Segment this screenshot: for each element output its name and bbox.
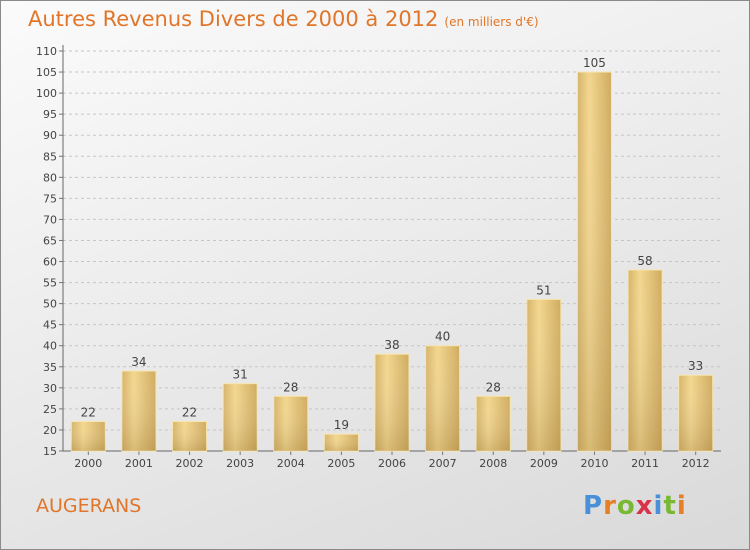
data-label: 40 xyxy=(435,330,450,344)
commune-name: AUGERANS xyxy=(36,495,142,517)
data-label: 28 xyxy=(486,380,501,394)
y-tick-labels: 15 20 25 30 35 40 45 50 55 60 65 70 75 80 85 90 95 100 105… xyxy=(36,45,57,458)
data-labels: 22 34 22 31 28 19 38 40 28 51 105 58 33 xyxy=(81,56,704,432)
logo-letter: r xyxy=(603,491,617,521)
x-tick-label: 2001 xyxy=(125,457,153,470)
chart-title: Autres Revenus Divers de 2000 à 2012 (en … xyxy=(28,7,539,31)
bar-shade xyxy=(71,421,106,451)
logo-letter: P xyxy=(583,491,604,521)
bar-shade xyxy=(425,345,460,451)
y-tick-label: 70 xyxy=(43,213,57,226)
bar-shade xyxy=(172,421,207,451)
bar-shade xyxy=(577,72,612,451)
y-tick-label: 20 xyxy=(43,424,57,437)
x-tick-label: 2003 xyxy=(226,457,254,470)
y-tick-label: 55 xyxy=(43,277,57,290)
x-tick-label: 2012 xyxy=(682,457,710,470)
bar-shade xyxy=(121,371,156,451)
y-tick-label: 105 xyxy=(36,66,57,79)
x-tick-label: 2007 xyxy=(429,457,457,470)
y-tick-label: 35 xyxy=(43,361,57,374)
x-tick-label: 2005 xyxy=(327,457,355,470)
proxiti-logo: Proxiti xyxy=(583,491,687,521)
y-tick-label: 100 xyxy=(36,87,57,100)
x-tick-label: 2004 xyxy=(277,457,305,470)
x-tick-label: 2002 xyxy=(176,457,204,470)
y-tick-label: 65 xyxy=(43,234,57,247)
data-label: 38 xyxy=(384,338,399,352)
title-text: Autres Revenus Divers de 2000 à 2012 xyxy=(28,7,439,31)
bar-shade xyxy=(526,299,561,451)
y-tick-label: 60 xyxy=(43,256,57,269)
y-tick-label: 90 xyxy=(43,129,57,142)
x-tick-label: 2009 xyxy=(530,457,558,470)
data-label: 58 xyxy=(637,254,652,268)
x-tick-label: 2000 xyxy=(74,457,102,470)
data-label: 19 xyxy=(334,418,349,432)
y-tick-label: 80 xyxy=(43,171,57,184)
logo-letter: t xyxy=(663,491,677,521)
bars xyxy=(70,71,714,452)
y-tick-label: 50 xyxy=(43,298,57,311)
data-label: 22 xyxy=(81,406,96,420)
y-tick-label: 85 xyxy=(43,150,57,163)
y-tick-label: 30 xyxy=(43,382,57,395)
y-tick-label: 45 xyxy=(43,319,57,332)
x-tick-labels: 2000 2001 2002 2003 2004 2005 2006 2007 2008 2009… xyxy=(74,457,709,470)
data-label: 34 xyxy=(131,355,146,369)
data-label: 22 xyxy=(182,406,197,420)
bar-shade xyxy=(375,354,409,451)
data-label: 51 xyxy=(536,283,551,297)
chart-subtitle: (en milliers d'€) xyxy=(444,15,539,29)
logo-letter: i xyxy=(676,491,687,521)
data-label: 31 xyxy=(233,368,248,382)
bar-shade xyxy=(223,383,258,451)
bar-shade xyxy=(628,269,663,451)
y-tick-label: 15 xyxy=(43,445,57,458)
y-tick-label: 25 xyxy=(43,403,57,416)
data-label: 28 xyxy=(283,380,298,394)
x-tick-label: 2008 xyxy=(479,457,507,470)
bar-shade xyxy=(678,375,713,451)
data-label: 33 xyxy=(688,359,703,373)
logo-letter: i xyxy=(653,491,664,521)
x-tick-label: 2006 xyxy=(378,457,406,470)
bar-shade xyxy=(324,434,359,451)
y-tick-label: 110 xyxy=(36,45,57,58)
logo-letter: o xyxy=(616,491,636,521)
logo-letter: x xyxy=(635,491,654,521)
bar-shade xyxy=(273,396,308,451)
y-tick-label: 75 xyxy=(43,192,57,205)
y-tick-label: 40 xyxy=(43,340,57,353)
data-label: 105 xyxy=(583,56,606,70)
y-tick-label: 95 xyxy=(43,108,57,121)
x-tick-label: 2011 xyxy=(631,457,659,470)
x-tick-label: 2010 xyxy=(580,457,608,470)
bar-shade xyxy=(476,396,511,451)
